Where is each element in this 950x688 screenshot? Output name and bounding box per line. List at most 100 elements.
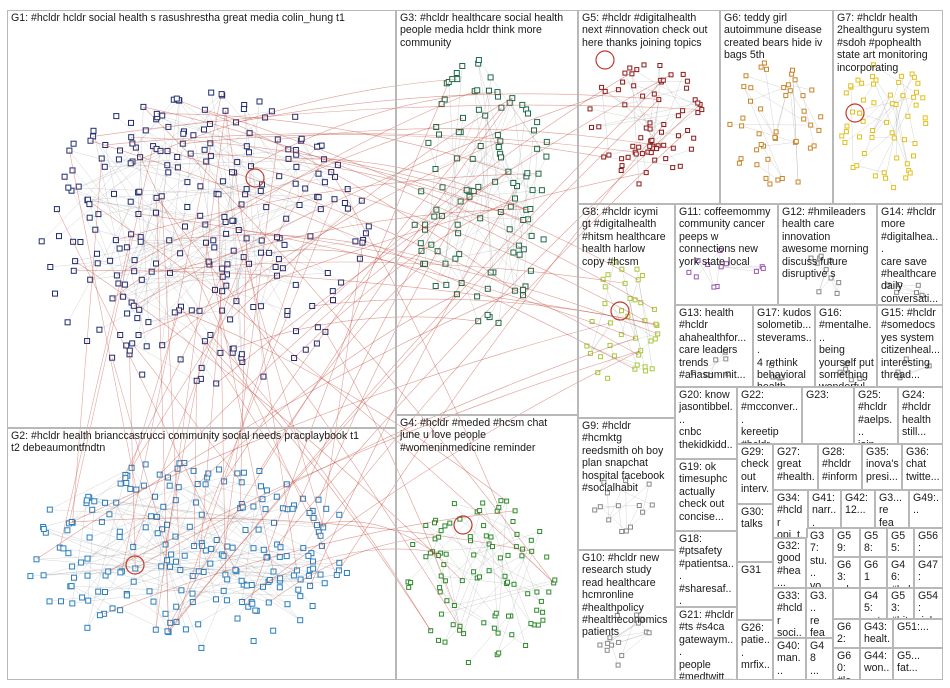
- node: [109, 295, 116, 302]
- node: [855, 77, 861, 83]
- node: [86, 214, 93, 221]
- edge: [901, 76, 916, 144]
- edge: [627, 316, 636, 339]
- node: [611, 259, 617, 265]
- node: [497, 555, 503, 561]
- node: [639, 151, 645, 157]
- node: [321, 179, 328, 186]
- node: [260, 546, 267, 553]
- node: [222, 107, 229, 114]
- node: [602, 88, 608, 94]
- node: [250, 545, 257, 552]
- edge: [87, 501, 95, 601]
- node: [915, 282, 921, 288]
- group-box-g55: G56: #hc...: [914, 528, 943, 557]
- node: [443, 551, 449, 557]
- group-box-g63: [833, 588, 860, 619]
- node: [321, 580, 328, 587]
- node: [915, 80, 921, 86]
- edge: [184, 462, 254, 549]
- edge: [721, 266, 764, 269]
- edge: [607, 619, 642, 644]
- node: [684, 78, 690, 84]
- group-label-g61: G62: net...: [837, 621, 855, 647]
- node: [142, 524, 149, 531]
- node: [818, 253, 824, 259]
- edge: [760, 108, 776, 138]
- node: [471, 552, 477, 558]
- node: [246, 149, 252, 156]
- node: [884, 119, 890, 125]
- edge: [72, 522, 226, 575]
- node: [358, 197, 365, 204]
- node: [459, 578, 465, 584]
- node: [96, 612, 103, 619]
- cross-edge: [121, 94, 222, 572]
- node: [506, 613, 511, 619]
- node: [914, 290, 919, 296]
- node: [56, 233, 62, 240]
- edge: [243, 183, 296, 258]
- node: [174, 164, 181, 171]
- node: [332, 173, 338, 180]
- edge: [899, 365, 930, 378]
- edge: [478, 63, 516, 291]
- edge: [184, 226, 209, 262]
- node: [96, 326, 103, 333]
- edge: [243, 104, 262, 241]
- node: [137, 238, 144, 245]
- node: [531, 127, 537, 134]
- edge: [233, 236, 311, 349]
- group-box-g2: G2: #hcldr health brianccastrucci commun…: [7, 428, 396, 680]
- node: [130, 578, 137, 585]
- node: [911, 94, 917, 100]
- node: [91, 498, 98, 505]
- node: [505, 552, 511, 558]
- node: [723, 261, 729, 267]
- node: [69, 167, 76, 174]
- edge: [875, 80, 893, 104]
- node: [454, 221, 461, 228]
- node: [130, 302, 137, 309]
- node: [638, 135, 644, 141]
- node: [741, 84, 747, 90]
- edge: [58, 93, 222, 237]
- node: [102, 499, 108, 506]
- node: [787, 88, 793, 94]
- cross-edge: [93, 104, 702, 137]
- node: [801, 116, 807, 122]
- edge: [638, 279, 652, 342]
- node: [292, 281, 299, 288]
- edge: [605, 91, 664, 125]
- group-label-g32: G32: good #hea...: [777, 540, 801, 588]
- node: [534, 119, 541, 126]
- node: [619, 156, 625, 162]
- node: [615, 503, 621, 509]
- group-label-g28: G28: #hcldr #inform...: [822, 446, 858, 490]
- edge: [875, 92, 917, 176]
- node: [117, 569, 124, 576]
- edge: [90, 204, 242, 280]
- node: [811, 143, 817, 149]
- group-label-g55: G56: #hc...: [918, 530, 939, 556]
- edge: [241, 471, 260, 602]
- group-box-g13: G13: health #hcldr ahahealthfor... care …: [675, 305, 753, 387]
- cross-edge: [182, 134, 604, 158]
- node: [173, 618, 180, 625]
- node: [171, 309, 178, 316]
- node: [646, 481, 652, 487]
- node: [649, 366, 655, 372]
- node: [46, 598, 53, 605]
- edge: [445, 65, 463, 264]
- node: [790, 67, 795, 73]
- node: [106, 511, 113, 518]
- edge: [81, 527, 146, 563]
- node: [769, 362, 774, 368]
- node: [453, 70, 460, 76]
- node: [725, 371, 731, 377]
- group-label-g48: G47: pre...: [918, 559, 939, 587]
- edge: [455, 258, 479, 322]
- node: [423, 523, 429, 528]
- node: [116, 528, 123, 535]
- node: [639, 273, 645, 278]
